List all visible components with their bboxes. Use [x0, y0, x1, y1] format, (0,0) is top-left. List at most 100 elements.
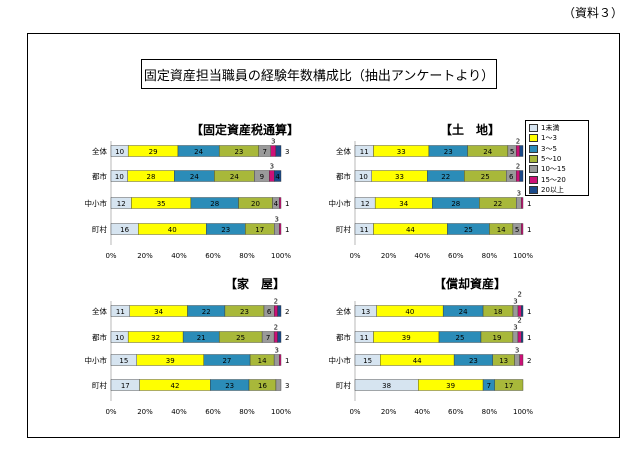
category-label: 都市	[92, 171, 107, 181]
category-label: 中小市	[329, 355, 352, 365]
x-tick-label: 100%	[513, 408, 533, 416]
x-tick-label: 0%	[349, 252, 360, 260]
data-label: 15	[119, 357, 128, 365]
bar-segment	[270, 145, 277, 157]
data-label: 22	[441, 173, 450, 181]
category-label: 全体	[336, 306, 351, 316]
data-label: 11	[360, 226, 369, 234]
category-label: 全体	[92, 306, 107, 316]
x-tick-label: 40%	[414, 408, 430, 416]
x-tick-label: 100%	[271, 408, 291, 416]
data-label: 24	[483, 148, 492, 156]
bar-segment	[273, 354, 280, 366]
data-label: 34	[399, 200, 408, 208]
x-tick-label: 60%	[448, 408, 464, 416]
data-label: 27	[222, 357, 231, 365]
data-label: 39	[402, 334, 411, 342]
x-tick-label: 0%	[105, 408, 116, 416]
bar-segment	[279, 354, 282, 366]
category-label: 中小市	[85, 198, 108, 208]
figure-title-text: 固定資産担当職員の経験年数構成比（抽出アンケートより）	[143, 68, 495, 84]
bar-segment	[512, 331, 519, 343]
legend-swatch	[529, 144, 538, 153]
data-label: 23	[221, 226, 230, 234]
bar-segment	[521, 305, 524, 317]
x-tick-label: 60%	[205, 408, 221, 416]
legend-item: 1未満	[529, 123, 585, 133]
category-label: 都市	[336, 332, 351, 342]
data-label: 3	[275, 216, 279, 224]
x-tick-label: 80%	[482, 252, 498, 260]
bar-segment	[275, 379, 282, 391]
x-tick-label: 60%	[448, 252, 464, 260]
data-label: 2	[517, 317, 521, 325]
bar-segment	[517, 305, 522, 317]
data-label: 1	[527, 334, 531, 342]
figure-frame	[27, 33, 620, 438]
data-label: 3	[274, 347, 278, 355]
x-tick-label: 100%	[513, 252, 533, 260]
data-label: 22	[202, 308, 211, 316]
legend-swatch	[529, 175, 538, 184]
legend-label: 3～5	[541, 144, 557, 153]
data-label: 10	[115, 173, 124, 181]
data-label: 40	[168, 226, 177, 234]
legend-label: 1未満	[541, 124, 560, 133]
figure-title: 固定資産担当職員の経験年数構成比（抽出アンケートより）	[141, 59, 497, 89]
data-label: 6	[509, 173, 514, 181]
x-tick-label: 80%	[239, 252, 255, 260]
data-label: 25	[481, 173, 490, 181]
legend-item: 5～10	[529, 154, 585, 164]
data-label: 2	[516, 163, 520, 171]
category-label: 都市	[92, 332, 107, 342]
bar-segment	[512, 305, 519, 317]
data-label: 24	[190, 173, 199, 181]
legend-swatch	[529, 185, 538, 194]
bar-segment	[519, 145, 524, 157]
data-label: 9	[260, 173, 264, 181]
x-tick-label: 20%	[381, 408, 397, 416]
data-label: 20	[251, 200, 260, 208]
data-label: 44	[413, 357, 422, 365]
legend-swatch	[529, 124, 538, 133]
data-label: 19	[492, 334, 501, 342]
data-label: 11	[116, 308, 125, 316]
bar-segment	[277, 331, 282, 343]
data-label: 23	[444, 148, 453, 156]
data-label: 34	[154, 308, 163, 316]
data-label: 24	[194, 148, 203, 156]
data-label: 2	[274, 324, 278, 332]
legend-item: 3～5	[529, 144, 585, 154]
data-label: 3	[285, 382, 289, 390]
category-label: 中小市	[85, 355, 108, 365]
x-tick-label: 80%	[482, 408, 498, 416]
category-label: 全体	[92, 146, 107, 156]
bar-segment	[521, 197, 524, 209]
category-label: 町村	[92, 380, 107, 390]
category-label: 町村	[336, 224, 351, 234]
bar-segment	[516, 170, 520, 182]
data-label: 17	[121, 382, 130, 390]
bar-segment	[274, 170, 282, 182]
data-label: 23	[469, 357, 478, 365]
data-label: 22	[493, 200, 502, 208]
data-label: 2	[527, 357, 531, 365]
data-label: 3	[270, 163, 274, 171]
data-label: 23	[225, 382, 234, 390]
data-label: 23	[240, 308, 249, 316]
x-tick-label: 20%	[137, 408, 153, 416]
category-label: 町村	[92, 224, 107, 234]
x-tick-label: 80%	[239, 408, 255, 416]
data-label: 17	[255, 226, 264, 234]
legend-swatch	[529, 165, 538, 174]
bar-segment	[274, 305, 278, 317]
legend-label: 20以上	[541, 185, 564, 194]
data-label: 21	[197, 334, 206, 342]
data-label: 15	[363, 357, 372, 365]
legend-label: 10～15	[541, 165, 566, 174]
data-label: 7	[262, 148, 266, 156]
legend-label: 1～3	[541, 134, 557, 143]
data-label: 33	[397, 148, 406, 156]
data-label: 42	[170, 382, 179, 390]
data-label: 35	[157, 200, 166, 208]
